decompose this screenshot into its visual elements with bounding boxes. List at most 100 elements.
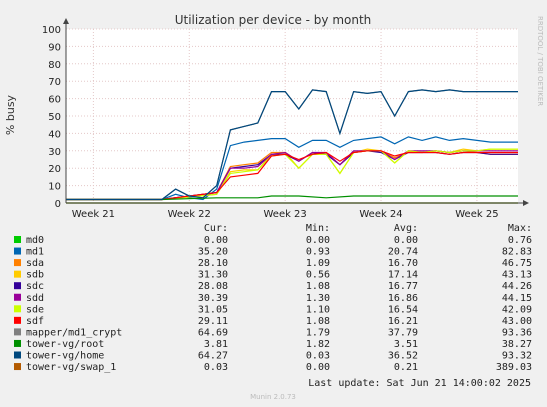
legend-swatch: [14, 259, 21, 267]
legend-header: Min:: [306, 223, 330, 234]
legend-series-name: tower-vg/swap_1: [26, 362, 116, 373]
axes: [63, 18, 529, 206]
legend-value: 389.03: [496, 362, 532, 373]
legend-value: 0.00: [204, 235, 228, 246]
y-tick-label: 100: [42, 25, 61, 36]
legend-swatch: [14, 293, 21, 301]
legend-series-name: sde: [26, 304, 44, 315]
legend-header: Cur:: [204, 223, 228, 234]
legend-value: 44.15: [502, 293, 532, 304]
legend-value: 17.14: [388, 270, 418, 281]
legend-series-name: sdf: [26, 316, 44, 327]
legend-swatch: [14, 247, 21, 255]
legend-swatch: [14, 270, 21, 278]
legend-value: 93.32: [502, 351, 532, 362]
legend-value: 93.36: [502, 327, 532, 338]
legend-series-name: sdd: [26, 293, 44, 304]
legend: Cur: Min: Avg: Max: md0 0.00 0.00 0.00 0.76 md1 35…: [14, 223, 532, 373]
legend-series-name: sda: [26, 258, 44, 269]
legend-value: 43.13: [502, 270, 532, 281]
legend-swatch: [14, 339, 21, 347]
legend-series-name: sdb: [26, 270, 44, 281]
legend-swatch: [14, 282, 21, 290]
legend-value: 31.05: [198, 304, 228, 315]
legend-header: Max:: [508, 223, 532, 234]
legend-swatch: [14, 305, 21, 313]
legend-value: 43.00: [502, 316, 532, 327]
y-tick-label: 0: [55, 199, 61, 210]
x-tick-label: Week 25: [455, 209, 498, 220]
legend-swatch: [14, 351, 21, 359]
legend-value: 64.69: [198, 327, 228, 338]
grid: [66, 28, 518, 204]
legend-series-name: tower-vg/home: [26, 351, 104, 362]
y-tick-label: 30: [48, 147, 61, 158]
x-axis-arrow: [523, 200, 529, 206]
legend-value: 0.93: [306, 247, 330, 258]
legend-value: 16.54: [388, 304, 418, 315]
legend-header: Avg:: [394, 223, 418, 234]
legend-value: 0.21: [394, 362, 418, 373]
legend-value: 1.30: [306, 293, 330, 304]
rrdtool-watermark: RRDTOOL / TOBI OETIKER: [536, 16, 544, 106]
y-axis-label: % busy: [4, 94, 17, 135]
legend-value: 0.03: [204, 362, 228, 373]
legend-value: 30.39: [198, 293, 228, 304]
legend-value: 3.51: [394, 339, 418, 350]
legend-value: 38.27: [502, 339, 532, 350]
y-axis-arrow: [63, 18, 69, 24]
legend-series-name: tower-vg/root: [26, 339, 104, 350]
legend-value: 44.26: [502, 281, 532, 292]
legend-value: 0.56: [306, 270, 330, 281]
legend-swatch: [14, 236, 21, 243]
legend-value: 16.21: [388, 316, 418, 327]
legend-value: 36.52: [388, 351, 418, 362]
legend-series-name: mapper/md1_crypt: [26, 327, 122, 338]
legend-value: 1.09: [306, 258, 330, 269]
y-tick-label: 20: [48, 164, 61, 175]
legend-value: 29.11: [198, 316, 228, 327]
legend-value: 37.79: [388, 327, 418, 338]
legend-value: 28.08: [198, 281, 228, 292]
legend-swatch: [14, 328, 21, 336]
legend-value: 16.86: [388, 293, 418, 304]
x-tick-label: Week 21: [72, 209, 115, 220]
legend-swatch: [14, 363, 21, 371]
x-tick-label: Week 24: [359, 209, 402, 220]
y-tick-label: 50: [48, 112, 61, 123]
x-tick-label: Week 23: [263, 209, 306, 220]
legend-value: 0.76: [508, 235, 532, 246]
x-axis-ticks: Week 21 Week 22 Week 23 Week 24 Week 25: [72, 209, 499, 220]
chart-title: Utilization per device - by month: [175, 13, 372, 27]
legend-value: 28.10: [198, 258, 228, 269]
y-tick-label: 80: [48, 60, 61, 71]
series-line-tower-vg-root: [66, 195, 518, 201]
legend-value: 16.70: [388, 258, 418, 269]
legend-value: 42.09: [502, 304, 532, 315]
y-tick-label: 70: [48, 77, 61, 88]
legend-value: 1.82: [306, 339, 330, 350]
legend-value: 3.81: [204, 339, 228, 350]
legend-series-name: md1: [26, 247, 44, 258]
y-tick-label: 40: [48, 129, 61, 140]
legend-value: 31.30: [198, 270, 228, 281]
legend-value: 35.20: [198, 247, 228, 258]
series-line-sdf: [66, 150, 518, 201]
legend-value: 0.00: [306, 235, 330, 246]
legend-value: 16.77: [388, 281, 418, 292]
y-tick-label: 10: [48, 182, 61, 193]
legend-value: 1.79: [306, 327, 330, 338]
legend-value: 0.00: [394, 235, 418, 246]
legend-value: 64.27: [198, 351, 228, 362]
legend-value: 1.08: [306, 281, 330, 292]
legend-swatch: [14, 316, 21, 324]
munin-version: Munin 2.0.73: [250, 393, 296, 401]
legend-value: 0.00: [306, 362, 330, 373]
legend-value: 1.08: [306, 316, 330, 327]
series-line-md1: [66, 136, 518, 201]
x-tick-label: Week 22: [168, 209, 211, 220]
legend-value: 1.10: [306, 304, 330, 315]
y-axis-ticks: 0 10 20 30 40 50 60 70 80 90 100: [42, 25, 61, 210]
legend-value: 20.74: [388, 247, 418, 258]
